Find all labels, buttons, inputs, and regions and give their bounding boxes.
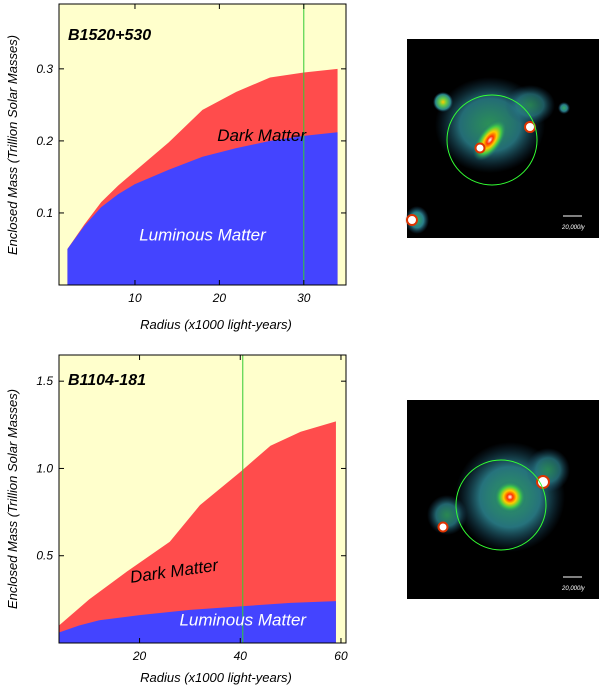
lens-galaxy-core [494, 481, 526, 513]
luminous-matter-area [67, 132, 338, 285]
x-tick-label: 20 [132, 649, 147, 663]
dark-matter-area [59, 421, 336, 643]
plot-frame [58, 3, 347, 286]
dark-matter-label: Dark Matter [217, 126, 307, 145]
ticks: 10 20 30 0.1 0.2 0.3 [36, 4, 346, 305]
scale-bar-label: 20,000ly [561, 586, 586, 592]
companion-blob [433, 92, 453, 112]
x-tick-label: 40 [234, 649, 248, 663]
y-tick-label: 1.0 [36, 461, 53, 475]
scale-bar-label: 20,000ly [561, 225, 586, 231]
ticks: 20 40 60 0.5 1.0 1.5 [36, 355, 348, 663]
y-axis-label: Enclosed Mass (Trillion Solar Masses) [5, 389, 20, 609]
x-tick-label: 10 [128, 291, 142, 305]
x-tick-label: 60 [334, 649, 348, 663]
quasar-image-spot [536, 475, 550, 489]
luminous-matter-label: Luminous Matter [139, 225, 267, 244]
area-layers [59, 421, 336, 643]
halo-glow [505, 85, 555, 125]
plot-frame [58, 354, 347, 644]
x-axis-label: Radius (x1000 light-years) [140, 670, 292, 685]
b1104-chart-panel: 20 40 600.51.01.5 B1104-181 Dark Matter Lu… [5, 354, 348, 685]
y-tick-label: 1.5 [36, 374, 53, 388]
luminous-matter-area [59, 601, 336, 643]
x-axis-label: Radius (x1000 light-years) [140, 317, 292, 332]
y-tick-label: 0.3 [36, 62, 53, 76]
y-tick-label: 0.5 [36, 549, 53, 563]
b1520-lens-image: 20,000ly [405, 39, 599, 238]
x-tick-label: 20 [212, 291, 227, 305]
quasar-image-spot [474, 142, 486, 154]
luminous-matter-label: Luminous Matter [179, 611, 307, 630]
aperture-circle [455, 459, 547, 551]
halo-glow [427, 495, 467, 535]
y-axis-label: Enclosed Mass (Trillion Solar Masses) [5, 35, 20, 255]
quasar-image-spot [406, 214, 418, 226]
companion-blob [558, 102, 570, 114]
y-tick-label: 0.2 [36, 134, 53, 148]
b1104-lens-image: 20,000ly [407, 400, 599, 599]
b1520-chart-panel: 10 20 30 0.1 0.2 0.3 B1520+530 Dark Matter Lu… [5, 3, 347, 332]
y-tick-label: 0.1 [36, 206, 53, 220]
chart-title: B1520+530 [68, 27, 151, 44]
aperture-circle [446, 94, 538, 186]
area-layers [67, 68, 338, 285]
chart-title: B1104-181 [68, 372, 146, 389]
quasar-image-spot [437, 521, 449, 533]
x-tick-label: 30 [297, 291, 311, 305]
